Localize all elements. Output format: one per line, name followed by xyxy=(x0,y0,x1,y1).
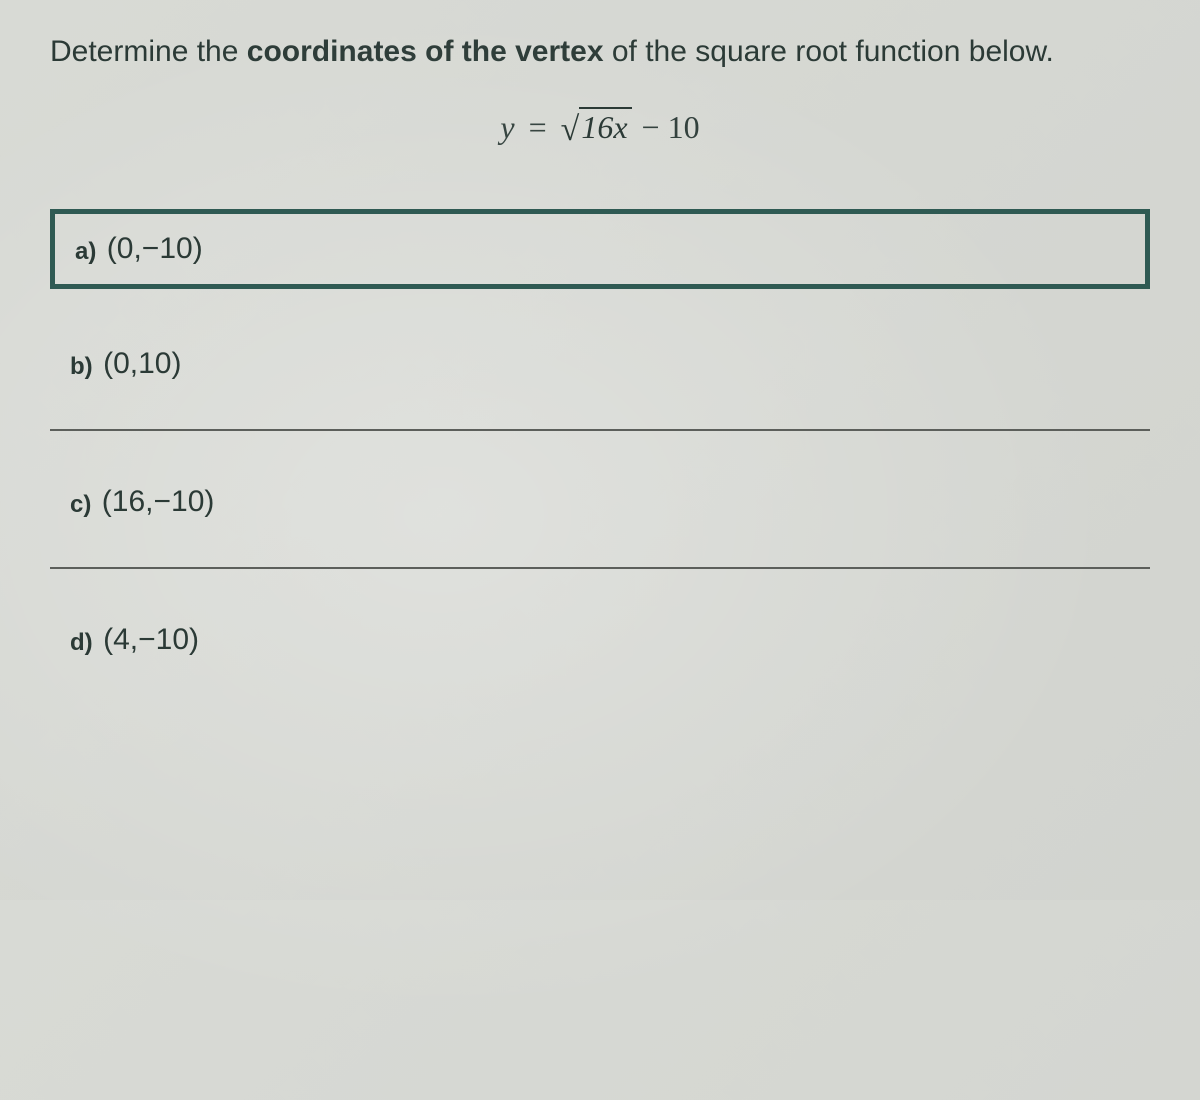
equation-radicand: 16x xyxy=(579,107,631,145)
equation: y = √16x − 10 xyxy=(50,109,1150,149)
option-value: (0,−10) xyxy=(107,232,203,265)
equation-tail: − 10 xyxy=(642,109,700,145)
option-a[interactable]: a) (0,−10) xyxy=(50,209,1150,289)
equation-equals: = xyxy=(529,109,547,145)
option-value: (16,−10) xyxy=(102,485,215,518)
option-label: a) xyxy=(75,238,96,265)
equation-sqrt: √16x xyxy=(561,109,632,149)
option-label: d) xyxy=(70,629,93,656)
question-bold: coordinates of the vertex xyxy=(247,35,604,68)
option-label: c) xyxy=(70,491,91,518)
question-suffix: of the square root function below. xyxy=(604,35,1054,68)
options-list: a) (0,−10) b) (0,10) c) (16,−10) d) (4,−… xyxy=(50,209,1150,705)
question-prefix: Determine the xyxy=(50,35,247,68)
option-d[interactable]: d) (4,−10) xyxy=(50,605,1150,705)
option-label: b) xyxy=(70,353,93,380)
option-value: (4,−10) xyxy=(103,623,199,656)
equation-lhs: y xyxy=(500,109,514,145)
question-text: Determine the coordinates of the vertex … xyxy=(50,30,1150,74)
option-b[interactable]: b) (0,10) xyxy=(50,329,1150,431)
option-value: (0,10) xyxy=(103,347,181,380)
option-c[interactable]: c) (16,−10) xyxy=(50,467,1150,569)
sqrt-symbol-icon: √ xyxy=(561,111,580,148)
